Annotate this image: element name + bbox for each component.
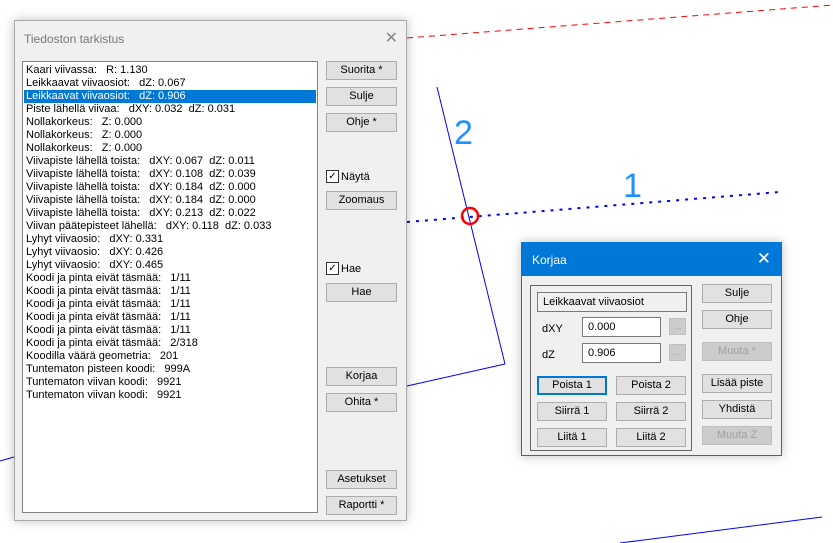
list-item[interactable]: Viivapiste lähellä toista: dXY: 0.213 dZ… (26, 207, 256, 219)
list-item[interactable]: Koodi ja pinta eivät täsmää: 1/11 (26, 324, 191, 336)
close-icon[interactable]: ✕ (756, 249, 771, 268)
intersection-marker[interactable] (460, 206, 480, 226)
dxy-label: dXY (542, 323, 563, 335)
list-item[interactable]: Koodi ja pinta eivät täsmää: 2/318 (26, 337, 198, 349)
list-item[interactable]: Viivan päätepisteet lähellä: dXY: 0.118 … (26, 220, 272, 232)
list-item[interactable]: Lyhyt viivaosio: dXY: 0.331 (26, 233, 164, 245)
list-item[interactable]: Leikkaavat viivaosiot: dZ: 0.067 (26, 77, 186, 89)
list-item[interactable]: Viivapiste lähellä toista: dXY: 0.108 dZ… (26, 168, 256, 180)
list-item[interactable]: Viivapiste lähellä toista: dXY: 0.184 dZ… (26, 194, 256, 206)
list-item[interactable]: Koodi ja pinta eivät täsmää: 1/11 (26, 311, 191, 323)
dialog-title: Tiedoston tarkistus (24, 32, 125, 46)
settings-button[interactable]: Asetukset (326, 470, 397, 489)
report-button[interactable]: Raportti * (326, 496, 397, 515)
list-item[interactable]: Koodi ja pinta eivät täsmää: 1/11 (26, 285, 191, 297)
find-button[interactable]: Hae (326, 283, 397, 302)
list-item[interactable]: Tuntematon pisteen koodi: 999A (26, 363, 191, 375)
list-item[interactable]: Leikkaavat viivaosiot: dZ: 0.906 (24, 90, 316, 103)
close-icon[interactable]: ✕ (384, 30, 398, 47)
dz-label: dZ (542, 349, 555, 361)
list-item[interactable]: Lyhyt viivaosio: dXY: 0.465 (26, 259, 164, 271)
skip-button[interactable]: Ohita * (326, 393, 397, 412)
show-checkbox[interactable]: ✓ Näytä (326, 170, 370, 183)
list-item[interactable]: Nollakorkeus: Z: 0.000 (26, 116, 143, 128)
line-segment (406, 363, 506, 387)
run-button[interactable]: Suorita * (326, 61, 397, 80)
list-item[interactable]: Piste lähellä viivaa: dXY: 0.032 dZ: 0.0… (26, 103, 236, 115)
zoom-button[interactable]: Zoomaus (326, 191, 397, 210)
add-point-button[interactable]: Lisää piste (702, 374, 772, 393)
title-bar[interactable]: Korjaa ✕ (522, 243, 781, 276)
list-item[interactable]: Kaari viivassa: R: 1.130 (26, 64, 148, 76)
list-item[interactable]: Koodi ja pinta eivät täsmää: 1/11 (26, 272, 191, 284)
file-check-dialog: Tiedoston tarkistus ✕ Kaari viivassa: R:… (14, 20, 407, 521)
join-1-button[interactable]: Liitä 1 (537, 428, 607, 447)
dz-browse-button[interactable]: ... (669, 344, 686, 361)
red-dashed-line (406, 4, 833, 39)
list-item[interactable]: Nollakorkeus: Z: 0.000 (26, 129, 143, 141)
line-2 (436, 86, 506, 365)
list-item[interactable]: Viivapiste lähellä toista: dXY: 0.184 dZ… (26, 181, 256, 193)
label-1: 1 (623, 167, 642, 205)
help-button[interactable]: Ohje * (326, 113, 397, 132)
list-item[interactable]: Koodilla väärä geometria: 201 (26, 350, 179, 362)
change-button[interactable]: Muuta * (702, 342, 772, 361)
move-2-button[interactable]: Siirrä 2 (616, 402, 686, 421)
label-2: 2 (454, 114, 473, 152)
change-z-button[interactable]: Muuta Z (702, 426, 772, 445)
show-label: Näytä (341, 170, 370, 183)
list-item[interactable]: Tuntematon viivan koodi: 9921 (26, 389, 182, 401)
fix-button[interactable]: Korjaa (326, 367, 397, 386)
dialog-title: Korjaa (532, 253, 567, 267)
close-button[interactable]: Sulje (702, 284, 772, 303)
dxy-input[interactable]: 0.000 (582, 317, 661, 337)
list-item[interactable]: Koodi ja pinta eivät täsmää: 1/11 (26, 298, 191, 310)
line-segment-bottom (619, 516, 823, 543)
help-button[interactable]: Ohje (702, 310, 772, 329)
join-2-button[interactable]: Liitä 2 (616, 428, 686, 447)
list-item[interactable]: Tuntematon viivan koodi: 9921 (26, 376, 182, 388)
find-checkbox[interactable]: ✓ Hae (326, 262, 361, 275)
list-item[interactable]: Nollakorkeus: Z: 0.000 (26, 142, 143, 154)
fix-group: Leikkaavat viivaosiot dXY 0.000 ... dZ 0… (530, 285, 692, 451)
checkmark-icon: ✓ (326, 170, 339, 183)
dz-input[interactable]: 0.906 (582, 343, 661, 363)
checkmark-icon: ✓ (326, 262, 339, 275)
move-1-button[interactable]: Siirrä 1 (537, 402, 607, 421)
delete-1-button[interactable]: Poista 1 (537, 376, 607, 395)
list-item[interactable]: Viivapiste lähellä toista: dXY: 0.067 dZ… (26, 155, 255, 167)
error-type-field: Leikkaavat viivaosiot (537, 292, 687, 312)
delete-2-button[interactable]: Poista 2 (616, 376, 686, 395)
dxy-browse-button[interactable]: ... (669, 318, 686, 335)
close-button[interactable]: Sulje (326, 87, 397, 106)
error-list[interactable]: Kaari viivassa: R: 1.130 Leikkaavat viiva… (22, 61, 318, 513)
merge-button[interactable]: Yhdistä (702, 400, 772, 419)
list-item[interactable]: Lyhyt viivaosio: dXY: 0.426 (26, 246, 164, 258)
line-segment-left (0, 456, 15, 462)
fix-dialog: Korjaa ✕ Leikkaavat viivaosiot dXY 0.000… (521, 242, 782, 456)
find-label: Hae (341, 262, 362, 275)
